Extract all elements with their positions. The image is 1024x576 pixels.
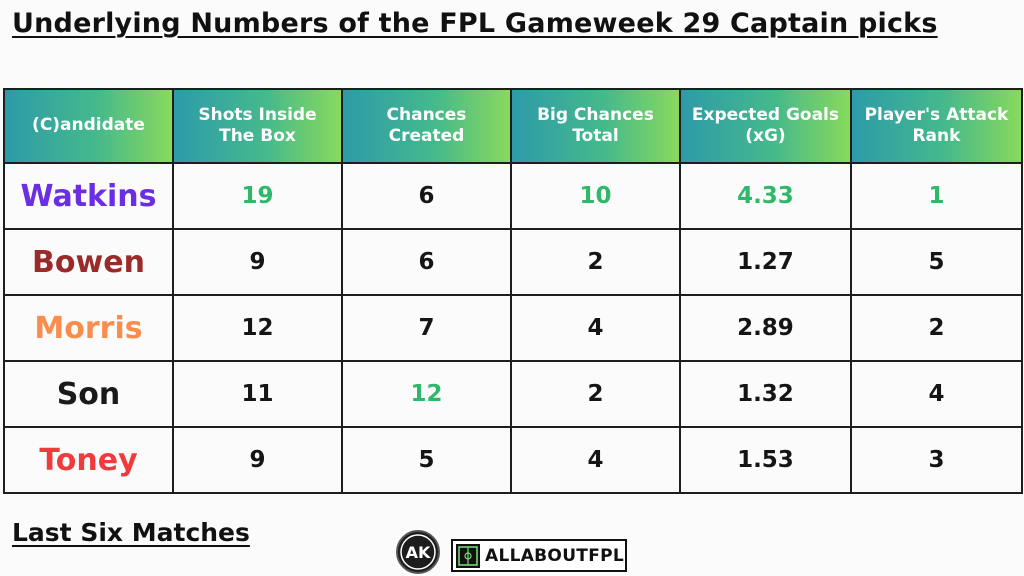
- column-header-chances-created: Chances Created: [340, 88, 512, 164]
- chances-created-cell: 6: [340, 228, 512, 296]
- player-name-cell: Toney: [3, 426, 174, 494]
- chances-created-cell: 7: [340, 294, 512, 362]
- column-header-expected-goals: Expected Goals (xG): [678, 88, 852, 164]
- chances-created-cell: 12: [340, 360, 512, 428]
- expected-goals-cell: 2.89: [678, 294, 852, 362]
- player-name-cell: Bowen: [3, 228, 174, 296]
- table-row: Son 11 12 2 1.32 4: [3, 360, 1024, 428]
- column-header-shots-inside-box: Shots Inside The Box: [171, 88, 343, 164]
- player-name-cell: Morris: [3, 294, 174, 362]
- big-chances-cell: 10: [509, 162, 681, 230]
- table-header-row: (C)andidate Shots Inside The Box Chances C…: [3, 88, 1024, 164]
- expected-goals-cell: 1.27: [678, 228, 852, 296]
- shots-inside-box-cell: 19: [171, 162, 343, 230]
- attack-rank-cell: 3: [849, 426, 1024, 494]
- page-title: Underlying Numbers of the FPL Gameweek 2…: [12, 8, 938, 39]
- shots-inside-box-cell: 11: [171, 360, 343, 428]
- player-name-cell: Watkins: [3, 162, 174, 230]
- ak-monogram-logo: AK: [396, 530, 440, 574]
- captain-stats-table: (C)andidate Shots Inside The Box Chances C…: [3, 88, 1024, 494]
- column-header-big-chances: Big Chances Total: [509, 88, 681, 164]
- player-name-cell: Son: [3, 360, 174, 428]
- table-row: Morris 12 7 4 2.89 2: [3, 294, 1024, 362]
- football-pitch-icon: [456, 543, 480, 568]
- footer-subtitle: Last Six Matches: [12, 518, 250, 547]
- shots-inside-box-cell: 9: [171, 228, 343, 296]
- ak-monogram-icon: AK: [400, 534, 436, 570]
- attack-rank-cell: 1: [849, 162, 1024, 230]
- expected-goals-cell: 1.53: [678, 426, 852, 494]
- table-row: Bowen 9 6 2 1.27 5: [3, 228, 1024, 296]
- chances-created-cell: 6: [340, 162, 512, 230]
- table-row: Watkins 19 6 10 4.33 1: [3, 162, 1024, 230]
- attack-rank-cell: 5: [849, 228, 1024, 296]
- attack-rank-cell: 4: [849, 360, 1024, 428]
- expected-goals-cell: 4.33: [678, 162, 852, 230]
- shots-inside-box-cell: 9: [171, 426, 343, 494]
- big-chances-cell: 2: [509, 360, 681, 428]
- allaboutfpl-logo: ALLABOUTFPL: [451, 539, 627, 572]
- shots-inside-box-cell: 12: [171, 294, 343, 362]
- attack-rank-cell: 2: [849, 294, 1024, 362]
- column-header-candidate: (C)andidate: [3, 88, 174, 164]
- big-chances-cell: 4: [509, 426, 681, 494]
- column-header-attack-rank: Player's Attack Rank: [849, 88, 1024, 164]
- ak-monogram-text: AK: [406, 543, 431, 562]
- chances-created-cell: 5: [340, 426, 512, 494]
- big-chances-cell: 2: [509, 228, 681, 296]
- table-row: Toney 9 5 4 1.53 3: [3, 426, 1024, 494]
- allaboutfpl-wordmark: ALLABOUTFPL: [485, 545, 624, 566]
- big-chances-cell: 4: [509, 294, 681, 362]
- expected-goals-cell: 1.32: [678, 360, 852, 428]
